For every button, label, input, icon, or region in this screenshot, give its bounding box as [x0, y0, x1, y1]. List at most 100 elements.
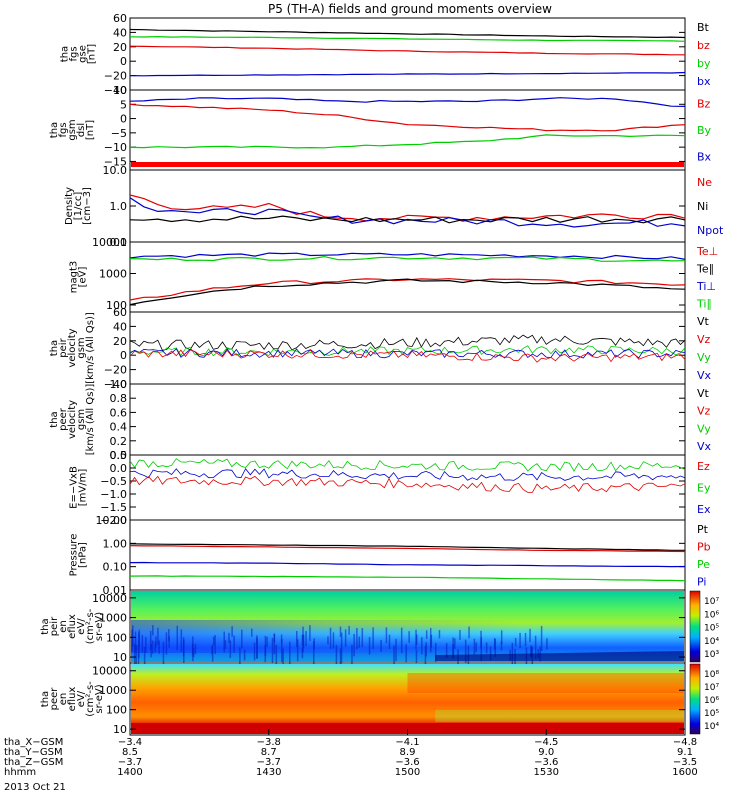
x-axis-value: 9.0 [538, 747, 554, 758]
x-axis-row-label: tha_X−GSM [4, 737, 63, 748]
spectrogram-pixel [180, 629, 183, 652]
x-axis-value: 8.5 [122, 747, 138, 758]
spectrogram-pixel [400, 627, 403, 654]
spectrogram-pixel [424, 645, 427, 668]
spectrogram-pixel [434, 642, 437, 663]
series-line-Ti⊥ [129, 252, 686, 260]
y-axis-label-line: tha [49, 411, 60, 427]
panel-3: 10.0 1.0 0.1 Density[1/cc][cm−3] Ne Ni Npot [64, 164, 724, 249]
y-tick-label: 1.00 [103, 537, 128, 550]
spectrogram-pixel [309, 625, 311, 641]
spectrogram-pixel [327, 636, 329, 645]
series-line-Bz [129, 103, 686, 132]
panel-frame [129, 383, 686, 456]
spectrogram-pixel [425, 630, 428, 639]
spectrogram-pixel [296, 639, 299, 662]
y-tick-label: 20 [113, 41, 127, 54]
spectrogram-pixel [480, 637, 483, 662]
series-line-Pt [129, 543, 685, 551]
y-tick-label: 0.1 [110, 236, 128, 249]
y-tick-label: 60 [113, 306, 127, 319]
legend-entry: Vt [697, 387, 710, 400]
panel-frame [129, 454, 686, 521]
spectrogram-pixel [356, 627, 358, 650]
panel-8: 10.00 1.00 0.10 0.01 Pressure[nPa] Pt Pb Pe Pi [69, 514, 711, 597]
y-axis-label-line: fgs [69, 46, 80, 61]
spectrogram-pixel [380, 640, 382, 652]
spectrogram-pixel [194, 643, 197, 655]
spectrogram-pixel [395, 638, 397, 662]
spectrogram-pixel [301, 647, 304, 659]
y-axis-label-line: gsm [76, 409, 87, 430]
y-axis-label-line: tha [40, 691, 51, 707]
legend-entry: Ey [697, 482, 711, 495]
y-axis-label-line: [nT] [87, 44, 98, 64]
panel-10: 10⁸ 10⁷ 10⁶ 10⁵ 10⁴ 10000 1000 100 10 thapeerenef… [40, 662, 719, 736]
y-axis-label-line: peer [49, 687, 60, 711]
y-axis-label-line: tha [49, 340, 60, 356]
y-tick-label: −0.5 [100, 475, 127, 488]
series-line-Npot [129, 197, 686, 228]
legend-entry: Te∥ [696, 262, 714, 275]
y-axis-label-line: E=−VxB [69, 466, 80, 509]
y-axis-label-line: magt3 [69, 261, 80, 294]
colorbar-tick-label: 10⁵ [704, 709, 719, 719]
y-axis-label-line: peir [49, 616, 60, 636]
x-axis-value: 1600 [672, 767, 697, 778]
series-line-Pe [129, 575, 686, 582]
y-axis-label-line: velocity [67, 328, 78, 367]
y-axis-label: thapeerenefluxeV/(cm²-s-sr-eV) [40, 681, 105, 717]
spectrogram-pixel [158, 640, 160, 654]
colorbar-tick-label: 10⁷ [704, 683, 719, 693]
x-axis-value: −4.5 [534, 737, 558, 748]
spectrogram-pixel [182, 637, 185, 657]
colorbar-tick-label: 10³ [704, 650, 719, 660]
legend-entry: Bt [697, 21, 710, 34]
y-axis-label-line: eV/ [76, 618, 87, 635]
series-line-Te⊥ [129, 278, 686, 301]
y-tick-label: 10 [113, 84, 127, 97]
x-axis-value: 1530 [534, 767, 559, 778]
spectrogram-pixel [546, 638, 548, 650]
spectrogram-pixel [485, 642, 488, 654]
spectrogram-pixel [281, 639, 283, 663]
spectrogram-pixel [305, 631, 307, 647]
legend-entry: Ex [697, 503, 711, 516]
legend-entry: Vy [697, 422, 711, 435]
y-axis-label-line: [1/cc] [73, 192, 84, 221]
spectrogram-pixel [191, 643, 194, 656]
spectrogram-pixel [273, 633, 276, 655]
spectrogram-pixel [464, 639, 467, 663]
spectrogram-pixel [251, 628, 253, 637]
spectrogram-pixel [152, 625, 154, 636]
series-line-Vx [129, 348, 686, 359]
spectrogram-pixel [332, 632, 335, 649]
y-axis-label-line: gsm [67, 119, 78, 140]
y-tick-label: −1.5 [100, 501, 127, 514]
spectrogram-pixel [348, 626, 350, 635]
series-line-bx [129, 71, 686, 77]
y-tick-label: −10 [104, 141, 127, 154]
x-axis-value: 8.7 [261, 747, 277, 758]
spectrogram-red-patch [407, 673, 684, 693]
spectrogram-pixel [154, 641, 157, 653]
y-tick-label: 0 [120, 113, 127, 126]
y-axis-label: Density[1/cc][cm−3] [64, 187, 93, 225]
y-axis-label-line: sr-eV) [94, 612, 105, 641]
y-axis-label: magt3[eV] [69, 261, 89, 294]
y-axis-label-line: sr-eV) [94, 684, 105, 713]
series-line-bz [129, 45, 685, 56]
spectrogram-pixel [358, 636, 360, 648]
legend-entry: Pe [697, 558, 710, 571]
spectrogram-pixel [223, 631, 225, 653]
y-tick-label: −2.0 [100, 514, 127, 527]
series-line-Ni [129, 215, 686, 224]
legend-entry: Ti∥ [696, 297, 712, 310]
y-tick-label: 10000 [92, 665, 127, 678]
spectrogram-pixel [489, 646, 492, 661]
y-axis-label: thapeirvelocitygsm[km/s (All Qs)] [49, 312, 96, 384]
spectrogram-pixel [454, 638, 456, 649]
spectrogram-pixel [168, 629, 170, 641]
y-axis-label-line: [mV/m] [78, 469, 89, 507]
